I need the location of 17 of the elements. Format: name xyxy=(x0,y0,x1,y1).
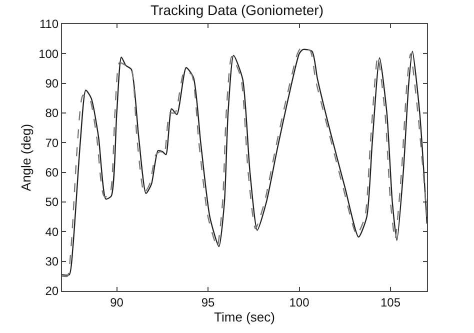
y-tick-label: 90 xyxy=(45,76,59,91)
y-tick-label: 30 xyxy=(45,254,59,269)
y-axis-title: Angle (deg) xyxy=(18,124,34,192)
y-tick-label: 20 xyxy=(45,284,59,298)
x-tick-label: 95 xyxy=(201,295,215,310)
x-axis-title: Time (sec) xyxy=(214,309,275,324)
y-tick-label: 60 xyxy=(45,166,59,180)
y-tick-label: 110 xyxy=(39,17,59,32)
y-tick-label: 100 xyxy=(38,46,59,61)
y-tick-label: 40 xyxy=(45,224,59,239)
x-tick-label: 100 xyxy=(289,295,310,310)
x-tick-label: 105 xyxy=(380,295,401,310)
chart-title: Tracking Data (Goniometer) xyxy=(150,2,324,18)
y-tick-label: 80 xyxy=(45,106,59,120)
y-tick-label: 70 xyxy=(45,136,59,150)
x-tick-label: 90 xyxy=(110,295,124,310)
y-tick-label: 50 xyxy=(45,195,59,210)
